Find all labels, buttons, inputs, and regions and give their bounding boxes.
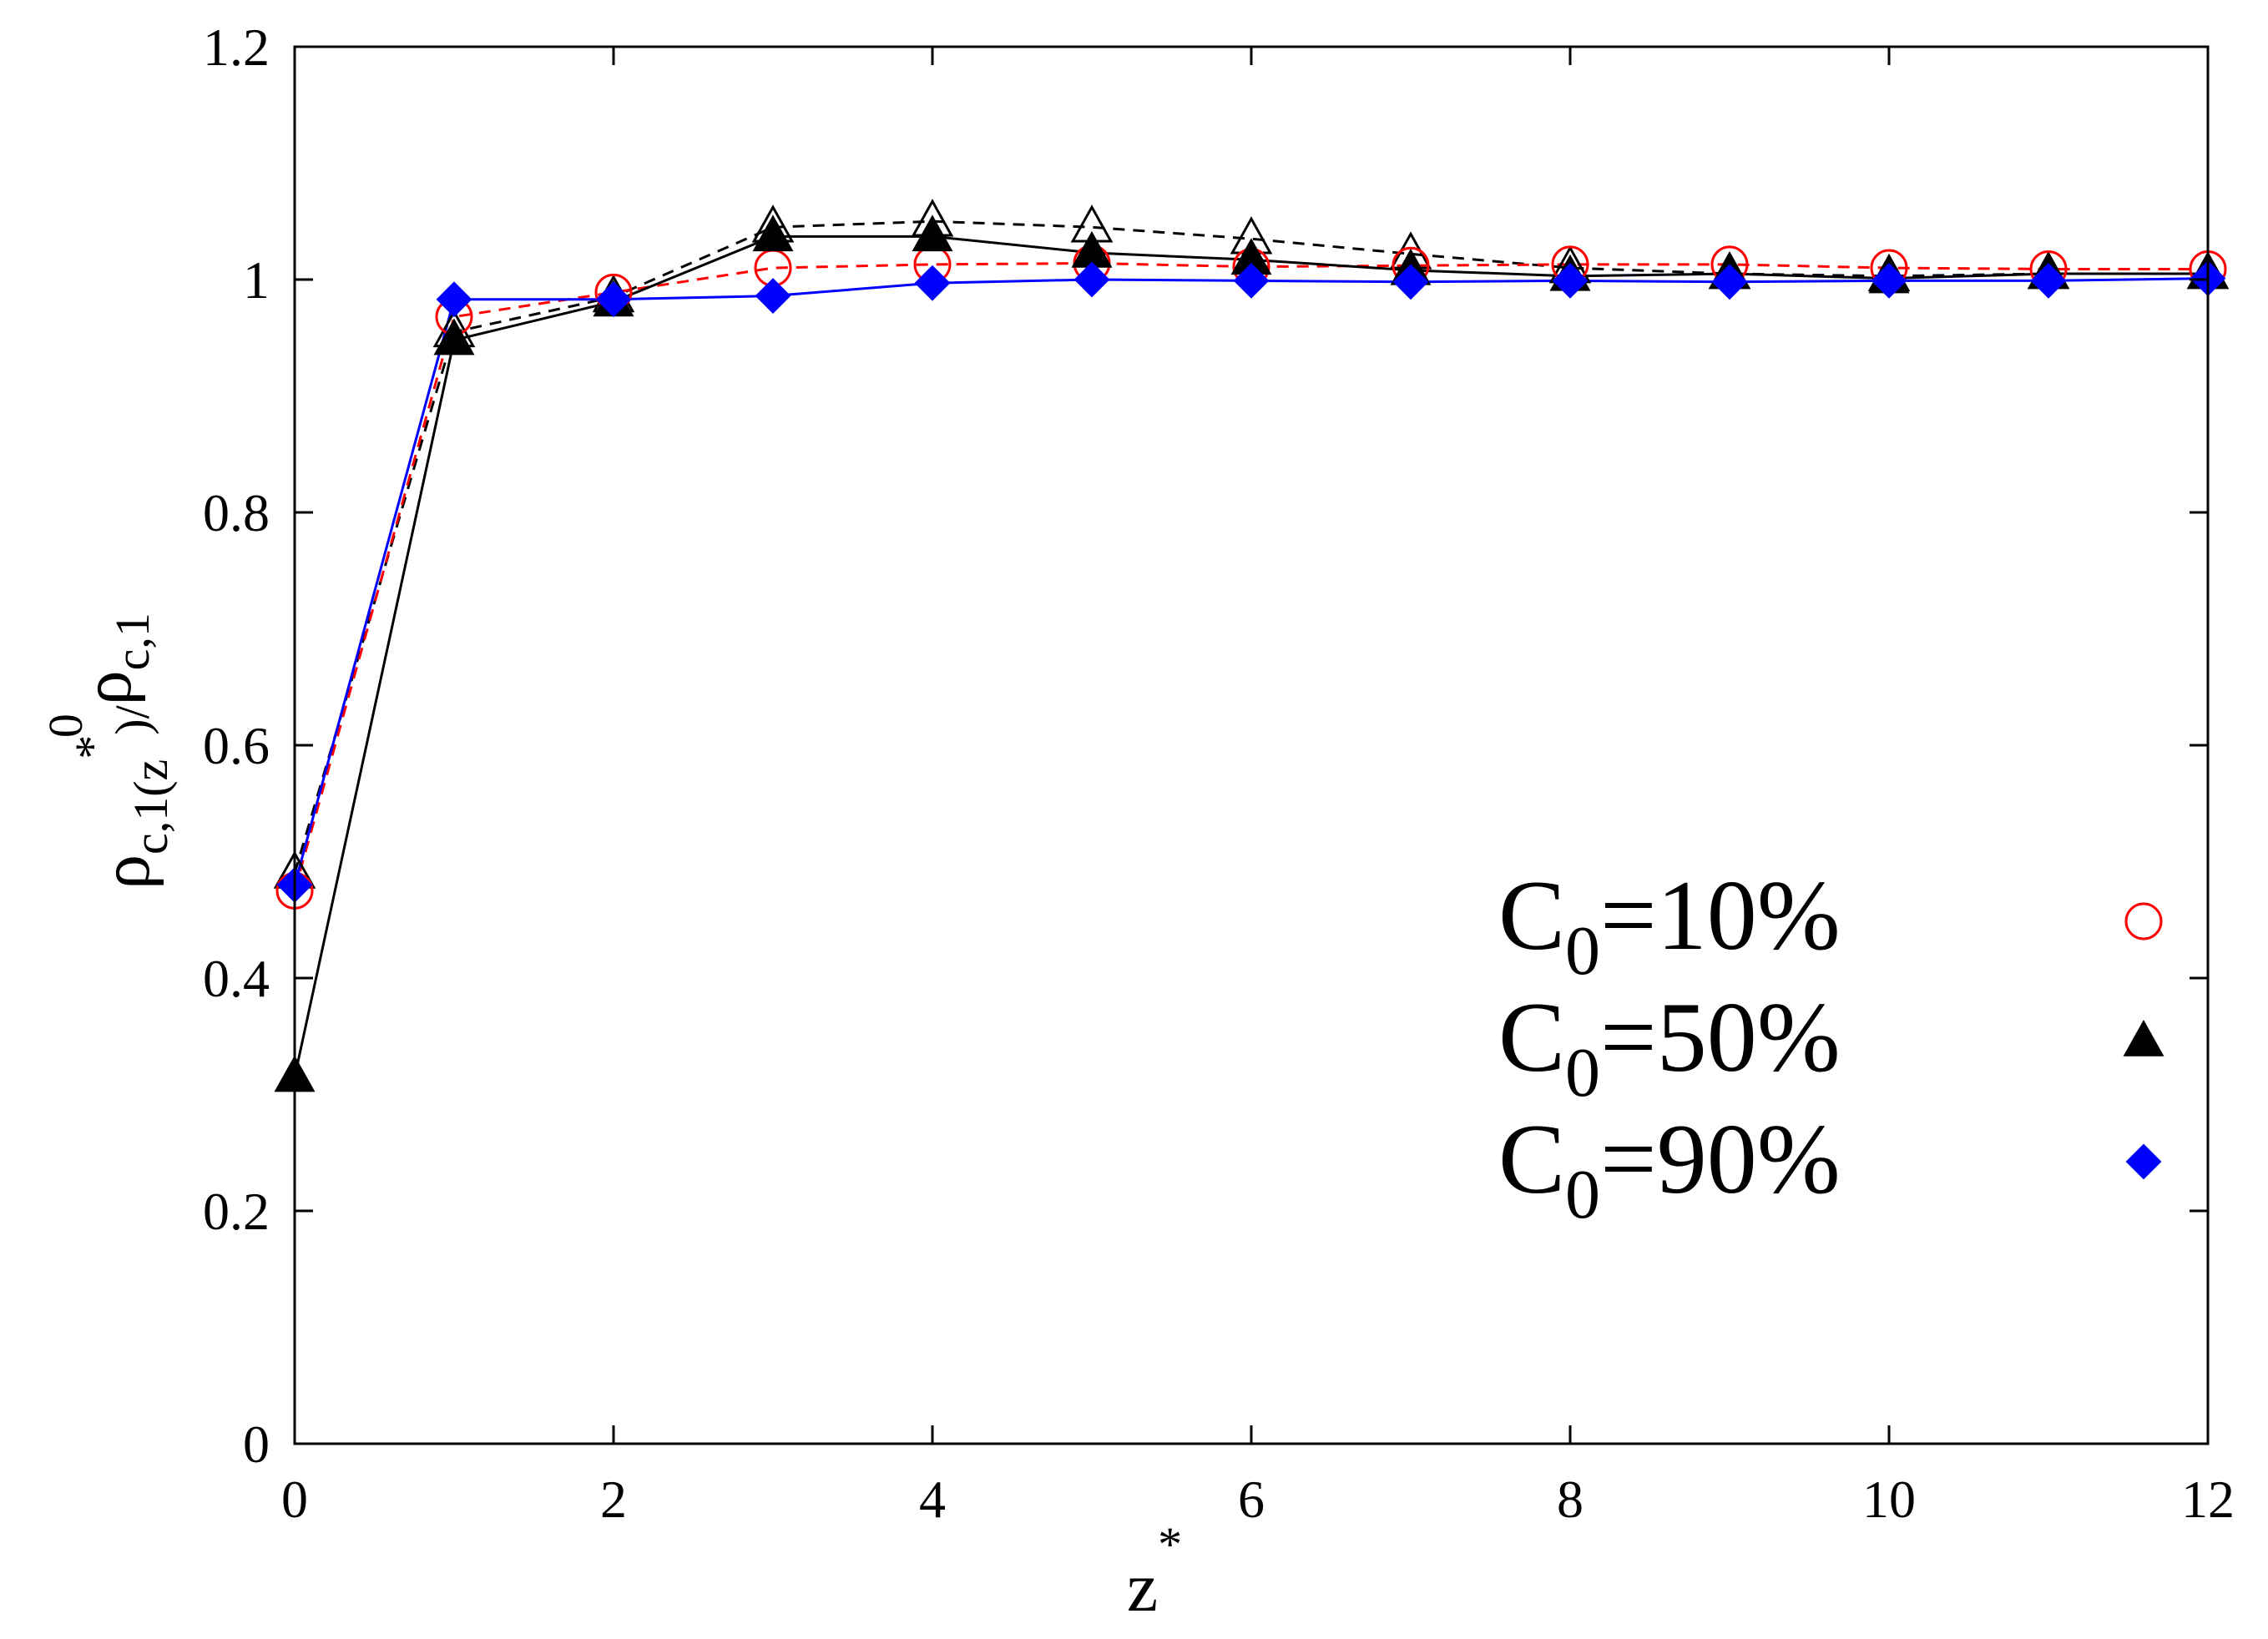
y-tick-label: 1.2 bbox=[203, 18, 270, 77]
data-point bbox=[914, 265, 951, 301]
legend-label-c50: C0=50% bbox=[1498, 981, 1841, 1112]
y-label-rho-den: ρ bbox=[68, 670, 146, 705]
ticks-layer: 0 2 4 6 8 10 12 0 0.2 0.4 0.6 0.8 1 1.2 bbox=[203, 18, 2235, 1529]
y-label-num-sub: c,1(z bbox=[124, 759, 178, 855]
legend-c10-rest: =10% bbox=[1600, 860, 1841, 971]
data-point bbox=[1233, 262, 1270, 299]
data-point bbox=[1552, 262, 1589, 299]
y-tick-label: 0.8 bbox=[203, 483, 270, 542]
data-point bbox=[2030, 262, 2067, 299]
x-tick-label: 2 bbox=[600, 1470, 627, 1529]
x-tick-label: 4 bbox=[919, 1470, 946, 1529]
x-tick-label: 10 bbox=[1862, 1470, 1916, 1529]
x-axis-label-sup: * bbox=[1158, 1517, 1182, 1571]
legend-marker bbox=[2124, 902, 2163, 941]
legend-label-c90: C0=90% bbox=[1498, 1103, 1841, 1233]
y-label-den-sup: 0 bbox=[38, 714, 93, 738]
legend-c10-sub: 0 bbox=[1565, 912, 1600, 990]
y-tick-label: 0.2 bbox=[203, 1182, 270, 1241]
y-label-den-sub: c,1 bbox=[105, 613, 159, 670]
data-point bbox=[595, 281, 632, 318]
y-axis-label: ρc,1(z*)/ρc,10 bbox=[38, 613, 178, 890]
x-axis-label: z* bbox=[1127, 1517, 1182, 1626]
legend-label-c10: C0=10% bbox=[1498, 860, 1841, 990]
y-tick-label: 0 bbox=[243, 1415, 270, 1474]
data-point bbox=[1711, 264, 1748, 300]
x-tick-label: 0 bbox=[281, 1470, 308, 1529]
data-point bbox=[755, 278, 791, 314]
y-tick-label: 0.4 bbox=[203, 949, 270, 1008]
data-point bbox=[436, 281, 472, 318]
data-point bbox=[433, 318, 475, 356]
legend-marker bbox=[2123, 1019, 2164, 1057]
y-tick-label: 0.6 bbox=[203, 716, 270, 775]
legend-marker bbox=[2125, 1143, 2162, 1180]
y-label-num-close: ) bbox=[105, 719, 159, 734]
legend-c90-sub: 0 bbox=[1565, 1156, 1600, 1233]
legend-c50-sub: 0 bbox=[1565, 1034, 1600, 1112]
y-tick-label: 1 bbox=[243, 250, 270, 310]
y-label-slash: / bbox=[105, 704, 159, 719]
x-tick-label: 6 bbox=[1238, 1470, 1265, 1529]
legend: C0=10% C0=50% C0=90% bbox=[1498, 860, 2164, 1233]
legend-c90-c: C bbox=[1498, 1103, 1565, 1214]
data-point bbox=[1073, 261, 1110, 298]
x-tick-label: 8 bbox=[1557, 1470, 1584, 1529]
legend-c50-c: C bbox=[1498, 981, 1565, 1092]
x-axis-label-main: z bbox=[1127, 1549, 1158, 1626]
y-label-rho: ρ bbox=[87, 855, 164, 890]
legend-c50-rest: =50% bbox=[1600, 981, 1841, 1092]
legend-c10-c: C bbox=[1498, 860, 1565, 971]
legend-markers bbox=[2123, 902, 2164, 1180]
data-point bbox=[1392, 264, 1429, 300]
data-point bbox=[1871, 262, 1907, 299]
x-tick-label: 12 bbox=[2181, 1470, 2235, 1529]
data-point bbox=[912, 214, 953, 252]
series-layer bbox=[273, 199, 2230, 1092]
data-point bbox=[752, 214, 794, 252]
y-label-num-sup: * bbox=[65, 735, 119, 759]
legend-c90-rest: =90% bbox=[1600, 1103, 1841, 1214]
